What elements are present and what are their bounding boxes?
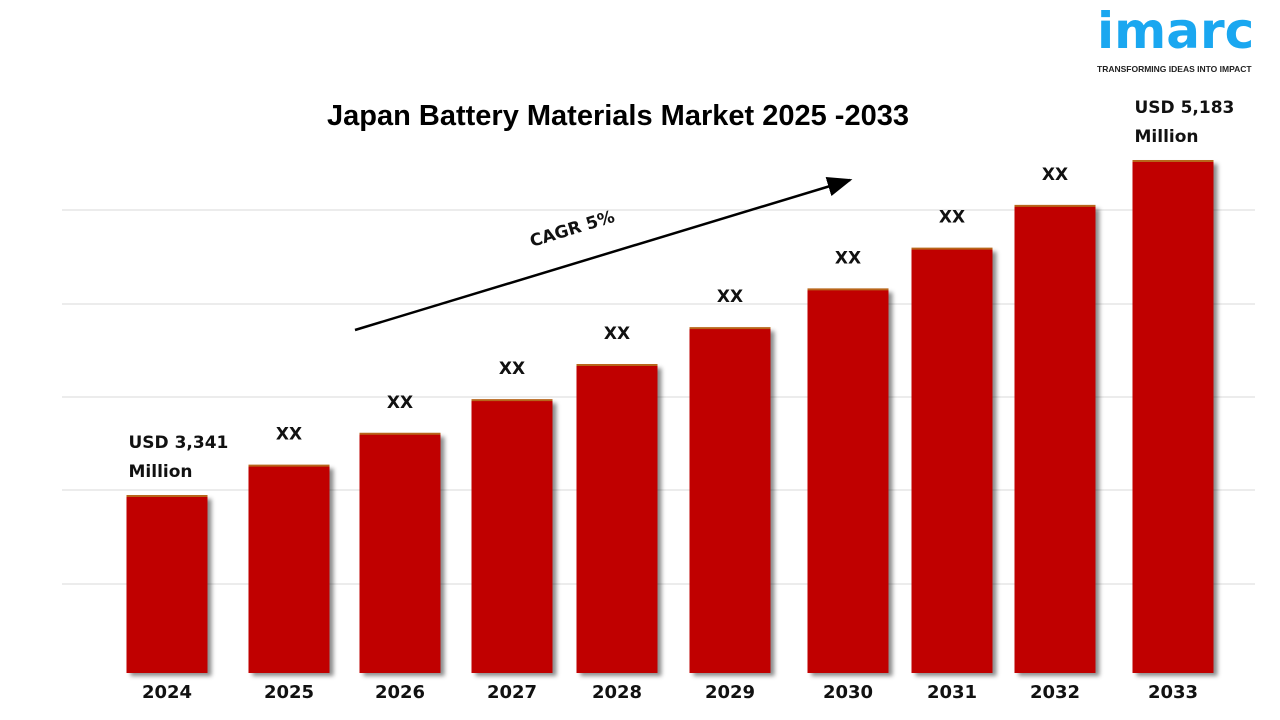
data-label: Million bbox=[129, 462, 193, 482]
bar-2032 bbox=[1014, 205, 1096, 673]
data-label: XX bbox=[387, 393, 413, 413]
bar-2029 bbox=[689, 328, 771, 673]
bar-2033 bbox=[1132, 160, 1214, 673]
data-label: Million bbox=[1135, 127, 1199, 147]
x-tick-label: 2026 bbox=[375, 682, 425, 703]
x-tick-label: 2029 bbox=[705, 682, 755, 703]
data-label: XX bbox=[276, 425, 302, 445]
bar-2025 bbox=[248, 465, 330, 673]
logo-wordmark: imarc bbox=[1097, 2, 1255, 60]
data-label: XX bbox=[499, 359, 525, 379]
bar-2027 bbox=[471, 400, 553, 673]
cagr-label: CAGR 5% bbox=[528, 207, 617, 252]
bar-2031 bbox=[911, 248, 993, 673]
bar-2028 bbox=[576, 365, 658, 673]
data-label: XX bbox=[1042, 165, 1068, 185]
cagr-arrow bbox=[354, 176, 853, 332]
data-label: USD 3,341 bbox=[129, 433, 229, 453]
data-label: XX bbox=[604, 324, 630, 344]
x-tick-label: 2033 bbox=[1148, 682, 1198, 703]
x-tick-label: 2031 bbox=[927, 682, 977, 703]
bar-2026 bbox=[359, 433, 441, 673]
x-tick-label: 2032 bbox=[1030, 682, 1080, 703]
data-label: XX bbox=[835, 248, 861, 268]
data-label: USD 5,183 bbox=[1135, 98, 1235, 118]
bar-2030 bbox=[807, 289, 889, 673]
x-tick-label: 2024 bbox=[142, 682, 192, 703]
logo-tagline: TRANSFORMING IDEAS INTO IMPACT bbox=[1097, 64, 1252, 74]
data-label: XX bbox=[939, 208, 965, 228]
x-tick-label: 2028 bbox=[592, 682, 642, 703]
x-tick-label: 2025 bbox=[264, 682, 314, 703]
x-tick-label: 2027 bbox=[487, 682, 537, 703]
x-tick-label: 2030 bbox=[823, 682, 873, 703]
chart-title: Japan Battery Materials Market 2025 -203… bbox=[327, 100, 909, 132]
imarc-logo: imarc TRANSFORMING IDEAS INTO IMPACT bbox=[1097, 0, 1254, 75]
bar-2024 bbox=[126, 496, 208, 673]
data-label: XX bbox=[717, 287, 743, 307]
